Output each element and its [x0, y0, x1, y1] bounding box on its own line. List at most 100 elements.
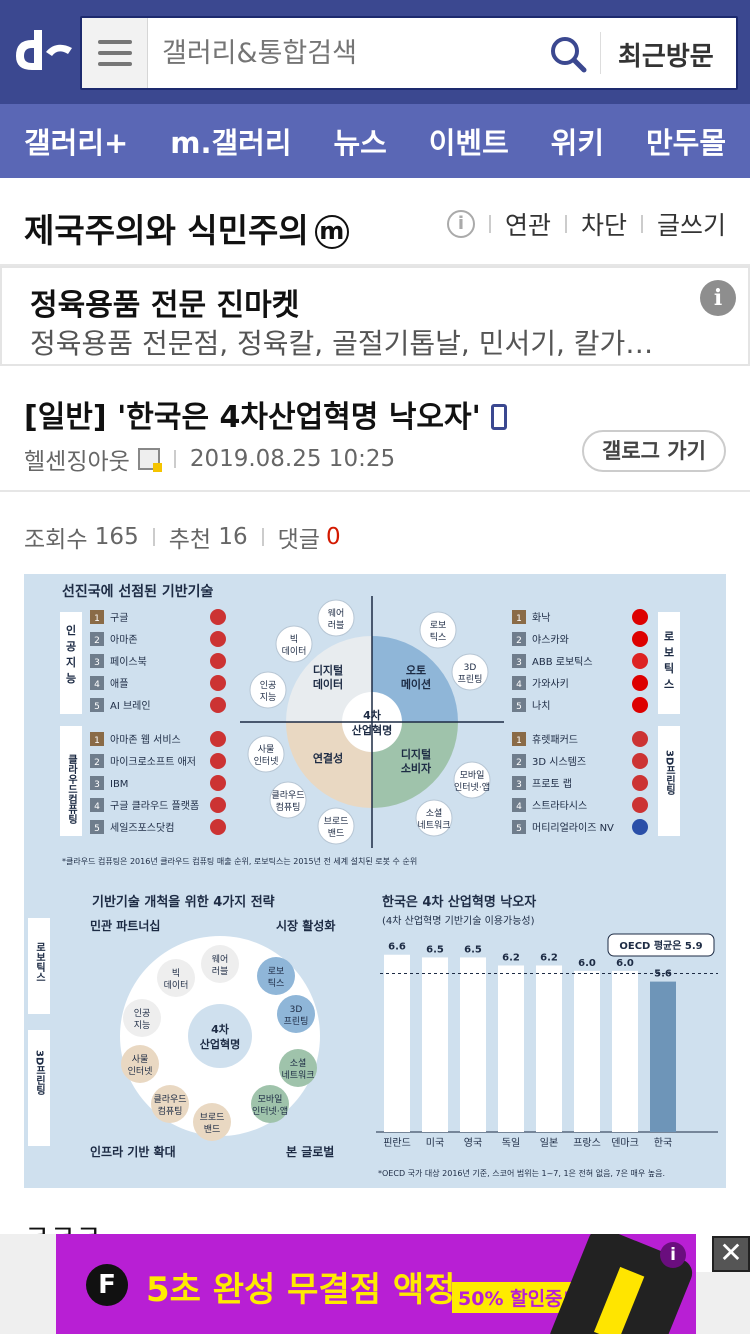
tech-bubble	[269, 781, 307, 819]
ai-rank-box	[90, 632, 104, 646]
print-item: 3D 시스템즈	[532, 756, 586, 768]
strategy-bubble	[277, 995, 315, 1033]
text-ad[interactable]: 정육용품 전문 진마켓 정육용품 전문점, 정육칼, 골절기톱날, 민서기, 칼…	[0, 266, 750, 366]
bar-value-label: 6.2	[540, 952, 558, 963]
chart-title: 한국은 4차 산업혁명 낙오자	[382, 894, 536, 910]
bar-미국	[422, 957, 448, 1132]
cloud-vertical-label: 클라우드컴퓨팅	[66, 754, 78, 825]
tech-bubble-label: 로보	[430, 620, 447, 631]
q-label-connect: 연결성	[313, 751, 343, 765]
strategy-bubble-label: 브로드	[200, 1112, 225, 1123]
ai-vertical-label-4: 능	[66, 672, 76, 685]
dc-logo-icon[interactable]	[12, 26, 76, 78]
menu-button[interactable]	[82, 18, 148, 88]
tech-bubble-label: 인터넷·앱	[454, 781, 490, 793]
strategy-bubble-label: 네트워크	[281, 1070, 314, 1081]
bar-category-label: 독일	[502, 1137, 520, 1149]
tech-bubble-label: 3D	[464, 663, 477, 673]
tech-bubble-label: 틱스	[430, 631, 447, 643]
post-title: [일반] '한국은 4차산업혁명 낙오자'	[24, 392, 507, 436]
gallery-header: 제국주의와 식민주의 m i 연관 차단 글쓰기	[0, 178, 750, 266]
gallery-title[interactable]: 제국주의와 식민주의 m	[24, 204, 349, 252]
main-nav: 갤러리+ m.갤러리 뉴스 이벤트 위키 만두몰	[0, 104, 750, 178]
block-button[interactable]: 차단	[580, 211, 627, 240]
print-rank-number: 3	[516, 780, 522, 790]
flag-icon	[632, 753, 648, 769]
tech-bubble-label: 모바일	[460, 770, 485, 781]
flag-icon	[210, 609, 226, 625]
strategy-bubble-label: 빅	[172, 968, 180, 979]
gallery-title-text: 제국주의와 식민주의	[24, 211, 309, 250]
cloud-label-box	[60, 726, 82, 836]
author-name[interactable]: 헬센징아웃	[24, 449, 130, 475]
strategy-bubble-label: 데이터	[164, 980, 189, 991]
tech-bubble-label: 프린팅	[458, 674, 483, 685]
strategy-bubble-label: 프린팅	[284, 1016, 309, 1027]
search-icon[interactable]	[548, 34, 588, 74]
cloud-rank-number: 4	[94, 802, 100, 812]
cloud-rank-box	[90, 820, 104, 834]
ad-description: 정육용품 전문점, 정육칼, 골절기톱날, 민서기, 칼가…	[30, 327, 654, 360]
print-rank-box	[512, 732, 526, 746]
print-rank-number: 2	[516, 758, 522, 768]
nav-m-gallery[interactable]: m.갤러리	[170, 126, 292, 160]
bar-category-label: 일본	[540, 1137, 558, 1149]
post-stats: 조회수 165 추천 16 댓글 0	[24, 520, 341, 554]
divider	[173, 450, 176, 468]
tech-bubble-label: 컴퓨팅	[276, 801, 301, 813]
recent-visit-button[interactable]: 최근방문	[618, 42, 714, 72]
tech-bubble-label: 네트워크	[417, 820, 450, 831]
strategy-title: 기반기술 개척을 위한 4가지 전략	[92, 894, 275, 910]
quadrant-digital-data	[286, 636, 372, 722]
close-ad-button[interactable]: ✕	[712, 1236, 750, 1272]
bar-독일	[498, 965, 524, 1132]
print-rank-number: 4	[516, 802, 522, 812]
strategy-bubble	[251, 1085, 289, 1123]
comments-count[interactable]: 0	[325, 524, 341, 550]
cloud-rank-number: 1	[94, 736, 100, 746]
flag-icon	[210, 675, 226, 691]
related-button[interactable]: 연관	[504, 211, 551, 240]
nav-news[interactable]: 뉴스	[333, 126, 387, 160]
robot-rank-box	[512, 676, 526, 690]
flag-icon	[210, 697, 226, 713]
nav-wiki[interactable]: 위키	[550, 126, 605, 160]
comments-label[interactable]: 댓글	[277, 527, 320, 553]
tech-bubble	[419, 611, 457, 649]
cloud-item: 마이크로소프트 애저	[110, 756, 196, 768]
q-label-mation: 메이션	[401, 677, 431, 691]
chart-subtitle: (4차 산업혁명 기반기술 이용가능성)	[382, 914, 535, 927]
gallog-button[interactable]: 갤로그 가기	[582, 430, 726, 472]
ai-rank-box	[90, 676, 104, 690]
ad-info-icon[interactable]: i	[700, 280, 736, 316]
tech-bubble	[317, 599, 355, 637]
bar-value-label: 6.2	[502, 952, 520, 963]
strategy-bubble-label: 사물	[132, 1054, 149, 1065]
strategy-1: 민관 파트너십	[90, 918, 160, 933]
tech-bubble	[451, 653, 489, 691]
divider	[261, 528, 264, 546]
flag-icon	[632, 819, 648, 835]
ai-rank-number: 3	[94, 658, 100, 668]
ai-rank-number: 2	[94, 636, 100, 646]
divider	[152, 528, 155, 546]
strategy-bubble	[157, 959, 195, 997]
search-input[interactable]	[162, 36, 542, 70]
write-button[interactable]: 글쓰기	[656, 211, 726, 240]
recommend-label: 추천	[168, 527, 212, 553]
q-label-auto: 오토	[406, 664, 426, 677]
flag-icon	[632, 731, 648, 747]
nav-gallery-plus[interactable]: 갤러리+	[24, 126, 129, 160]
strategy-bubble-label: 러블	[212, 966, 229, 977]
info-icon[interactable]: i	[446, 210, 475, 238]
print-item: 머티리얼라이즈 NV	[532, 822, 614, 834]
nav-mandumall[interactable]: 만두몰	[645, 126, 726, 160]
oecd-label: OECD 평균은 5.9	[619, 939, 702, 952]
strategy-bubble-label: 로보	[268, 966, 285, 977]
ad-info-icon[interactable]: i	[660, 1242, 686, 1268]
robot-vertical-label-4: 스	[664, 678, 674, 691]
bottom-banner-ad[interactable]: F 5초 완성 무결점 액정 50% 할인중! i	[56, 1234, 696, 1334]
cloud-rank-box	[90, 754, 104, 768]
robot-rank-number: 4	[516, 680, 522, 690]
nav-event[interactable]: 이벤트	[428, 126, 509, 160]
